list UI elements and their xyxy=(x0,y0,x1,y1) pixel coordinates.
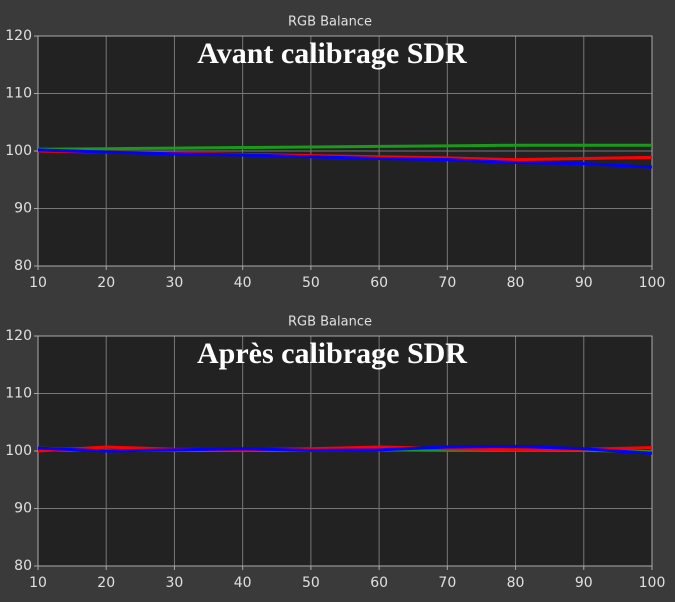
data-line xyxy=(37,143,652,151)
data-line xyxy=(37,148,653,169)
x-tick-label: 20 xyxy=(97,575,115,591)
x-tick-label: 40 xyxy=(234,575,252,591)
y-tick-label: 80 xyxy=(14,558,32,574)
x-tick-label: 60 xyxy=(370,575,388,591)
chart-title: RGB Balance xyxy=(288,15,372,30)
y-tick-label: 80 xyxy=(14,258,32,274)
x-tick-label: 30 xyxy=(166,575,184,591)
y-tick-label: 90 xyxy=(14,501,32,517)
x-tick-label: 30 xyxy=(166,275,184,291)
x-tick-label: 10 xyxy=(29,575,47,591)
y-tick-label: 100 xyxy=(5,143,32,159)
annotation: Après calibrage SDR xyxy=(197,337,467,370)
x-tick-label: 100 xyxy=(639,575,666,591)
y-tick-label: 120 xyxy=(5,28,32,44)
x-tick-label: 70 xyxy=(438,575,456,591)
x-tick-label: 80 xyxy=(507,275,525,291)
data-line xyxy=(37,445,653,453)
x-tick-label: 50 xyxy=(302,575,320,591)
y-tick-label: 110 xyxy=(5,386,32,402)
x-tick-label: 80 xyxy=(507,575,525,591)
x-tick-label: 10 xyxy=(29,275,47,291)
x-tick-label: 20 xyxy=(97,275,115,291)
y-tick-label: 90 xyxy=(14,201,32,217)
x-tick-label: 40 xyxy=(234,275,252,291)
chart-title: RGB Balance xyxy=(288,315,372,330)
annotation: Avant calibrage SDR xyxy=(197,37,467,70)
data-line xyxy=(37,444,653,455)
x-tick-label: 50 xyxy=(302,275,320,291)
y-tick-label: 120 xyxy=(5,328,32,344)
x-tick-label: 90 xyxy=(575,275,593,291)
y-tick-label: 100 xyxy=(5,443,32,459)
x-tick-label: 60 xyxy=(370,275,388,291)
x-tick-label: 90 xyxy=(575,575,593,591)
y-tick-label: 110 xyxy=(5,86,32,102)
x-tick-label: 100 xyxy=(639,275,666,291)
x-tick-label: 70 xyxy=(438,275,456,291)
